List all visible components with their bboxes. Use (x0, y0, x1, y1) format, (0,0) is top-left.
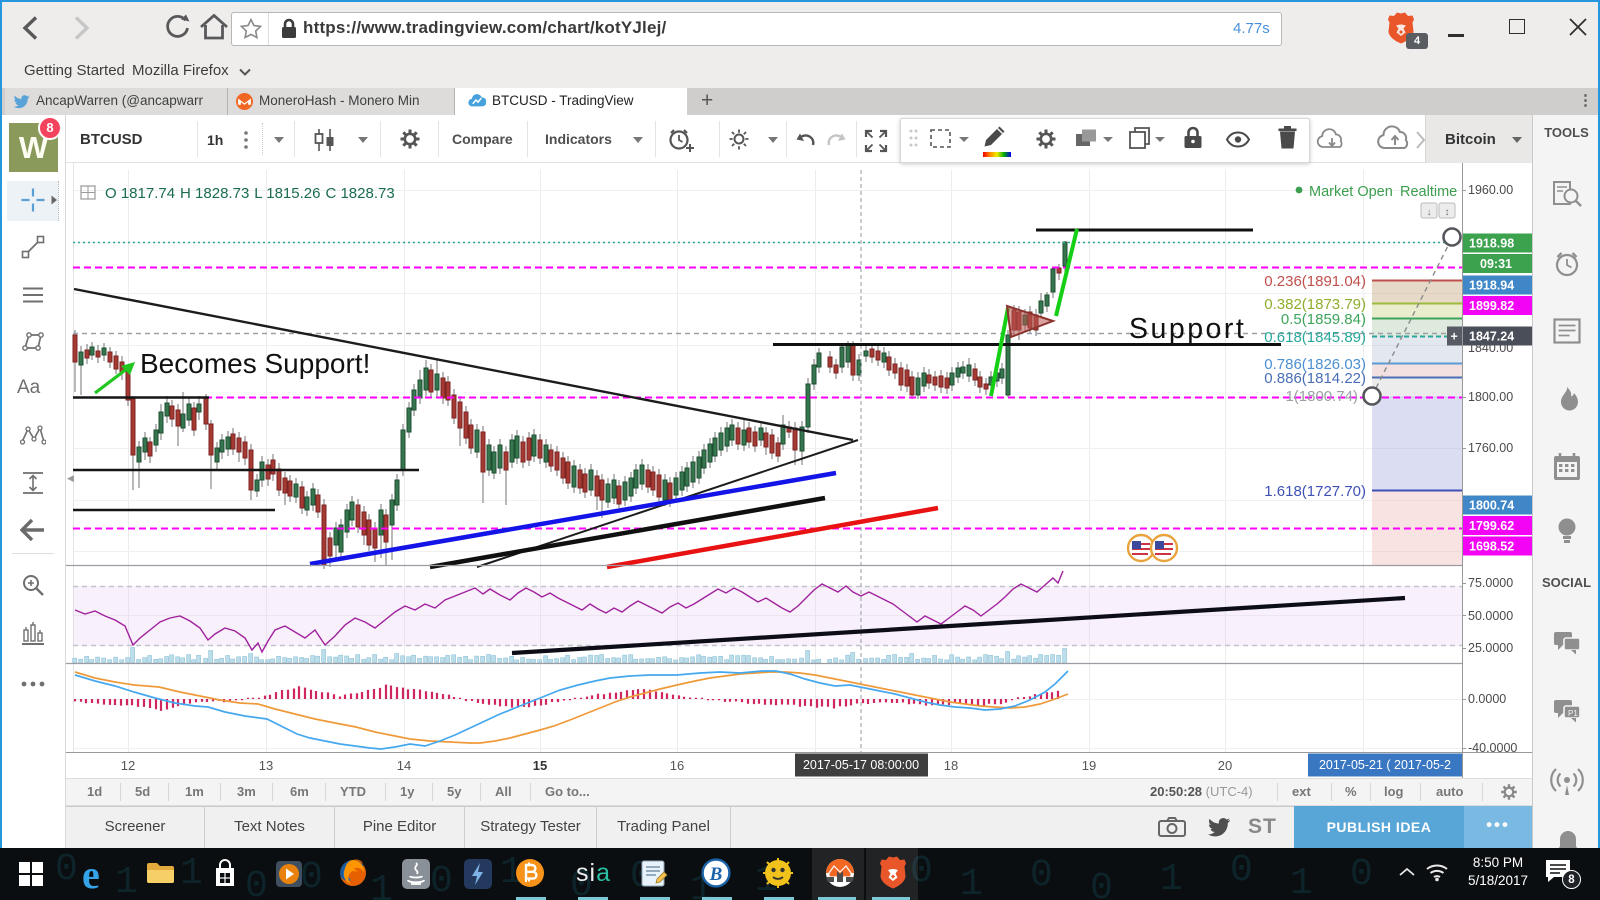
svg-text:0.382(1873.79): 0.382(1873.79) (1264, 296, 1366, 313)
svg-text:-40.0000: -40.0000 (1468, 741, 1517, 755)
svg-text:1799.62: 1799.62 (1469, 519, 1514, 533)
svg-text:B: B (709, 864, 723, 885)
svg-text:20: 20 (1218, 758, 1232, 773)
svg-text:2017-05-17 08:00:00: 2017-05-17 08:00:00 (803, 758, 919, 772)
svg-text:1899.82: 1899.82 (1469, 299, 1514, 313)
svg-text:Realtime: Realtime (1400, 184, 1457, 200)
svg-text:50.0000: 50.0000 (1468, 609, 1513, 623)
svg-text:Support: Support (1129, 313, 1246, 345)
svg-text:↓: ↓ (1427, 207, 1432, 218)
svg-text:75.0000: 75.0000 (1468, 576, 1513, 590)
svg-text:P1: P1 (1568, 709, 1578, 718)
svg-text:1960.00: 1960.00 (1468, 183, 1513, 197)
svg-text:0.236(1891.04): 0.236(1891.04) (1264, 273, 1366, 290)
svg-text:0.886(1814.22): 0.886(1814.22) (1264, 370, 1366, 387)
svg-text:↕: ↕ (1445, 207, 1450, 218)
svg-text:O 1817.74 H 1828.73 L 1815.26: O 1817.74 H 1828.73 L 1815.26 C 1828.73 (105, 185, 395, 202)
svg-text:Market Open: Market Open (1309, 184, 1393, 200)
svg-text:13: 13 (259, 758, 273, 773)
svg-text:1918.94: 1918.94 (1469, 279, 1514, 293)
svg-text:12: 12 (121, 758, 135, 773)
svg-text:0.786(1826.03): 0.786(1826.03) (1264, 356, 1366, 373)
svg-text:1800.74: 1800.74 (1469, 499, 1514, 513)
svg-text:1760.00: 1760.00 (1468, 441, 1513, 455)
svg-text:+: + (1451, 330, 1458, 344)
svg-text:15: 15 (533, 758, 547, 773)
svg-text:1(1800.74): 1(1800.74) (1285, 388, 1358, 405)
svg-text:0.0000: 0.0000 (1468, 692, 1506, 706)
svg-text:0.618(1845.89): 0.618(1845.89) (1264, 329, 1366, 346)
svg-text:1847.24: 1847.24 (1469, 330, 1514, 344)
svg-text:1800.00: 1800.00 (1468, 390, 1513, 404)
svg-text:25.0000: 25.0000 (1468, 641, 1513, 655)
svg-text:1.618(1727.70): 1.618(1727.70) (1264, 483, 1366, 500)
svg-text:16: 16 (670, 758, 684, 773)
svg-text:1698.52: 1698.52 (1469, 540, 1514, 554)
svg-text:Becomes Support!: Becomes Support! (140, 348, 370, 379)
svg-text:0.5(1859.84): 0.5(1859.84) (1281, 311, 1366, 328)
svg-text:◀: ◀ (67, 473, 74, 483)
svg-text:1918.98: 1918.98 (1469, 237, 1514, 251)
svg-text:14: 14 (397, 758, 411, 773)
svg-text:18: 18 (944, 758, 958, 773)
svg-text:19: 19 (1082, 758, 1096, 773)
svg-text:09:31: 09:31 (1480, 257, 1512, 271)
svg-text:2017-05-21 ( 2017-05-2: 2017-05-21 ( 2017-05-2 (1319, 758, 1451, 772)
